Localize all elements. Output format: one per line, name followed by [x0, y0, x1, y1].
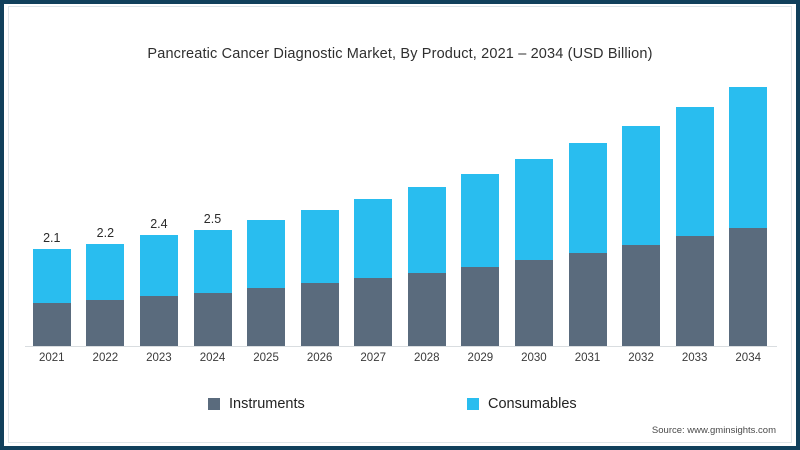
- bar-segment-consumables[interactable]: [514, 159, 553, 260]
- legend-swatch-instruments-icon: [208, 398, 220, 410]
- stacked-bar[interactable]: [568, 143, 607, 346]
- stacked-bar[interactable]: [514, 159, 553, 346]
- x-tick-2024: 2024: [199, 352, 226, 364]
- bar-segment-instruments[interactable]: [32, 303, 71, 346]
- legend-label-consumables: Consumables: [488, 396, 577, 412]
- legend-label-instruments: Instruments: [229, 396, 305, 412]
- x-tick-2029: 2029: [467, 352, 494, 364]
- bar-segment-instruments[interactable]: [193, 293, 232, 346]
- x-tick-2023: 2023: [146, 352, 172, 364]
- chart-legend: Instruments Consumables: [0, 396, 800, 420]
- bar-segment-consumables[interactable]: [354, 199, 393, 278]
- legend-item-instruments[interactable]: Instruments: [208, 396, 305, 412]
- bar-segment-consumables[interactable]: [300, 210, 339, 283]
- bar-segment-instruments[interactable]: [514, 260, 553, 346]
- bar-segment-instruments[interactable]: [300, 283, 339, 346]
- x-tick-2030: 2030: [521, 352, 547, 364]
- x-tick-2032: 2032: [628, 352, 654, 364]
- stacked-bar[interactable]: [622, 126, 661, 346]
- x-axis-baseline: [25, 346, 777, 347]
- bar-segment-consumables[interactable]: [407, 187, 446, 273]
- chart-title: Pancreatic Cancer Diagnostic Market, By …: [147, 46, 653, 62]
- x-tick-2027: 2027: [360, 352, 386, 364]
- bar-segment-consumables[interactable]: [139, 235, 178, 296]
- bar-segment-instruments[interactable]: [407, 273, 446, 346]
- bar-segment-consumables[interactable]: [32, 249, 71, 303]
- stacked-bar[interactable]: [354, 199, 393, 346]
- bar-segment-instruments[interactable]: [86, 300, 125, 346]
- bar-segment-consumables[interactable]: [461, 174, 500, 267]
- stacked-bar[interactable]: [32, 249, 71, 346]
- x-tick-2026: 2026: [306, 352, 333, 364]
- bar-segment-consumables[interactable]: [247, 220, 286, 288]
- stacked-bar[interactable]: [193, 230, 232, 346]
- x-tick-2033: 2033: [681, 352, 708, 364]
- bar-segment-instruments[interactable]: [354, 278, 393, 346]
- x-tick-2022: 2022: [92, 352, 119, 364]
- x-tick-2025: 2025: [253, 352, 279, 364]
- stacked-bar[interactable]: [729, 87, 768, 346]
- bar-segment-instruments[interactable]: [622, 245, 661, 346]
- x-axis-tick-labels: 2021 2022 2023 2024 2025 2026 2027 2028 2029 2030…: [25, 352, 775, 372]
- bar-segment-instruments[interactable]: [461, 267, 500, 346]
- bar-segment-consumables[interactable]: [729, 87, 768, 228]
- bar-segment-consumables[interactable]: [193, 230, 232, 293]
- bar-value-label: 2.5: [203, 212, 222, 226]
- legend-swatch-consumables-icon: [467, 398, 479, 410]
- x-tick-2021: 2021: [39, 352, 65, 364]
- legend-item-consumables[interactable]: Consumables: [467, 396, 577, 412]
- bar-segment-instruments[interactable]: [675, 236, 714, 346]
- plot-area: 2.1 2.2 2.4 2.5: [25, 87, 775, 346]
- bar-segment-instruments[interactable]: [247, 288, 286, 346]
- stacked-bar[interactable]: [461, 174, 500, 346]
- stacked-bar[interactable]: [139, 235, 178, 346]
- stacked-bar[interactable]: [86, 244, 125, 346]
- bar-value-label: 2.2: [96, 226, 115, 240]
- x-tick-2034: 2034: [735, 352, 761, 364]
- bar-segment-instruments[interactable]: [729, 228, 768, 346]
- x-tick-2031: 2031: [574, 352, 601, 364]
- bar-segment-consumables[interactable]: [675, 107, 714, 236]
- x-tick-2028: 2028: [413, 352, 440, 364]
- stacked-bar[interactable]: [247, 220, 286, 346]
- bar-value-label: 2.1: [43, 231, 61, 245]
- bar-segment-consumables[interactable]: [568, 143, 607, 253]
- stacked-bar[interactable]: [300, 210, 339, 346]
- bar-segment-instruments[interactable]: [139, 296, 178, 346]
- bar-segment-consumables[interactable]: [622, 126, 661, 245]
- stacked-bar[interactable]: [407, 187, 446, 346]
- bar-segment-consumables[interactable]: [86, 244, 125, 300]
- source-attribution: Source: www.gminsights.com: [651, 425, 776, 436]
- stacked-bar[interactable]: [675, 107, 714, 346]
- bar-value-label: 2.4: [150, 217, 168, 231]
- bar-segment-instruments[interactable]: [568, 253, 607, 346]
